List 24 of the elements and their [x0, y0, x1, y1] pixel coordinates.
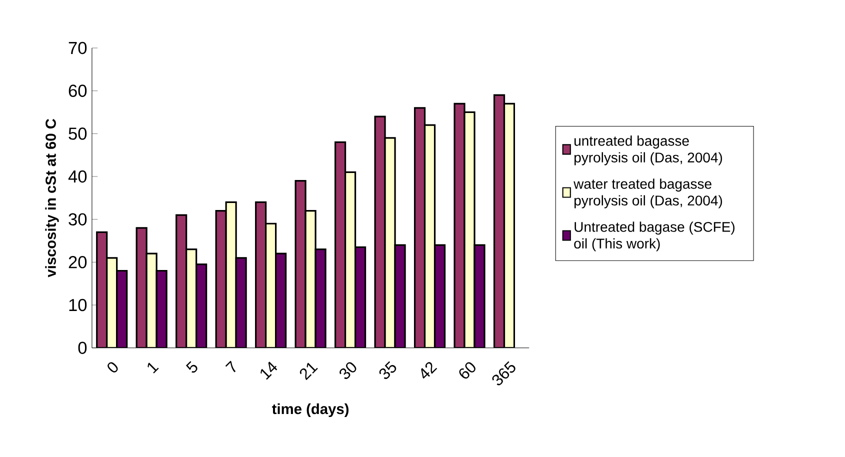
legend-label: Untreated bagase (SCFE) oil (This work) — [574, 222, 734, 252]
x-tick-label: 35 — [379, 361, 396, 379]
x-tick-label: 7 — [225, 360, 236, 372]
y-tick-label: 50 — [68, 127, 87, 140]
y-axis-title: viscosity in cSt at 60 C — [45, 118, 59, 278]
y-tick-label: 10 — [69, 298, 87, 312]
x-tick-label: 14 — [260, 362, 278, 380]
y-tick-label: 20 — [68, 256, 87, 268]
x-tick-label: 1 — [148, 362, 159, 374]
x-tick-label: 5 — [186, 361, 198, 373]
x-tick-label: 42 — [421, 362, 438, 379]
x-tick-label: 365 — [492, 361, 516, 386]
y-tick-label: 30 — [68, 213, 87, 226]
x-tick-label: 0 — [108, 362, 118, 372]
y-tick-label: 40 — [68, 170, 87, 183]
y-tick-label: 70 — [68, 42, 87, 54]
x-tick-label: 60 — [459, 362, 476, 379]
legend-label: water treated bagasse pyrolysis oil (Das, 2004) — [574, 178, 722, 208]
y-tick-label: 60 — [68, 84, 87, 97]
y-tick-label: 0 — [78, 342, 87, 354]
x-axis-title: time (days) — [272, 403, 349, 417]
legend-label: untreated bagasse pyrolysis oil (Das, 2004) — [574, 135, 722, 166]
x-tick-label: 21 — [300, 362, 318, 380]
x-tick-label: 30 — [340, 362, 356, 379]
